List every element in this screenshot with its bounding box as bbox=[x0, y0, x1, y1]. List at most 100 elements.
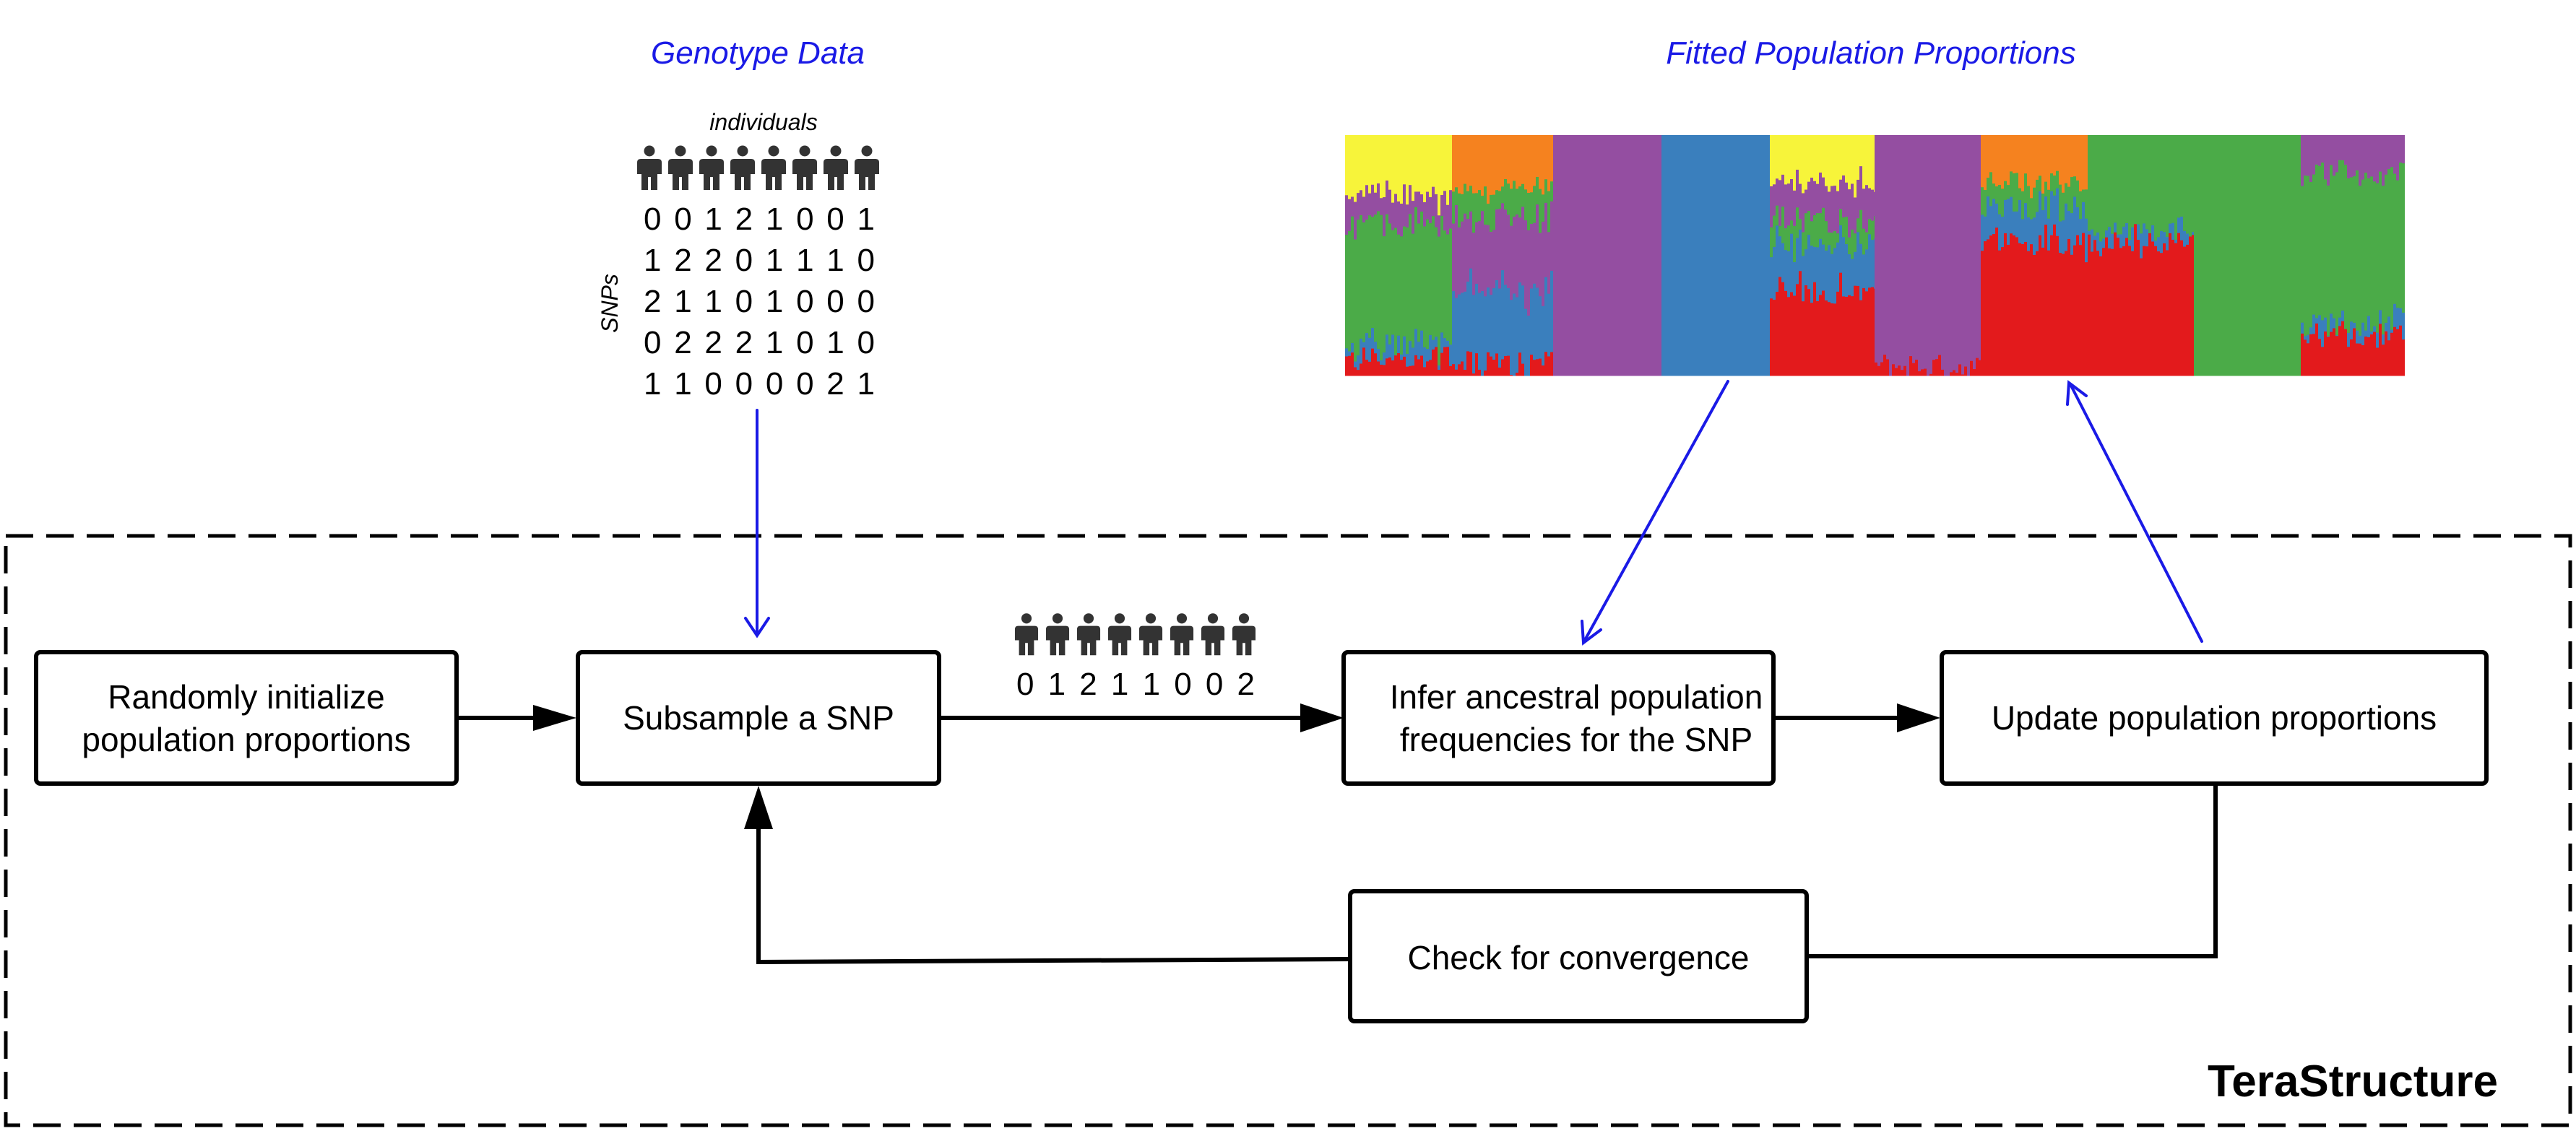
admixture-bar bbox=[1880, 362, 1883, 376]
admixture-bar bbox=[2385, 322, 2387, 332]
admixture-bar bbox=[1461, 194, 1464, 222]
admixture-bar bbox=[1487, 352, 1490, 376]
admixture-bar bbox=[2174, 135, 2177, 240]
admixture-bar bbox=[1754, 135, 1757, 376]
admixture-bar bbox=[1915, 359, 1918, 376]
admixture-bar bbox=[2033, 254, 2036, 376]
admixture-bar bbox=[2091, 135, 2093, 230]
person-icon bbox=[1076, 613, 1101, 656]
admixture-bar bbox=[1455, 298, 1458, 370]
admixture-bar bbox=[2183, 246, 2186, 376]
admixture-bar bbox=[2321, 346, 2324, 376]
admixture-bar bbox=[1819, 135, 1822, 173]
admixture-bar bbox=[2278, 135, 2281, 376]
admixture-bar bbox=[2367, 178, 2370, 316]
admixture-bar bbox=[1498, 135, 1501, 191]
admixture-bar bbox=[2379, 323, 2382, 376]
admixture-bar bbox=[1989, 235, 1992, 376]
admixture-bar bbox=[1377, 360, 1380, 376]
admixture-bar bbox=[1857, 217, 1859, 233]
admixture-bar bbox=[1351, 216, 1354, 343]
admixture-bar bbox=[2341, 160, 2344, 311]
admixture-bar bbox=[2370, 334, 2373, 376]
admixture-bar bbox=[1435, 227, 1438, 337]
admixture-bar bbox=[1903, 365, 1906, 376]
admixture-bar bbox=[2364, 330, 2367, 337]
admixture-bar bbox=[2304, 335, 2307, 340]
admixture-bar bbox=[1391, 230, 1394, 335]
snp-sample-values: 0 1 2 1 1 0 0 2 bbox=[1016, 667, 1255, 702]
admixture-bar bbox=[2119, 135, 2122, 235]
admixture-bar bbox=[1435, 194, 1438, 228]
admixture-bar bbox=[1348, 199, 1351, 231]
admixture-bar bbox=[1676, 135, 1679, 376]
admixture-bar bbox=[1518, 186, 1521, 218]
admixture-bar bbox=[2304, 339, 2307, 376]
admixture-bar bbox=[2079, 244, 2082, 376]
admixture-bar bbox=[1935, 135, 1938, 360]
admixture-bar bbox=[1810, 135, 1813, 178]
admixture-bar bbox=[1981, 214, 1984, 251]
admixture-bar bbox=[1731, 135, 1734, 376]
admixture-bar bbox=[2367, 135, 2370, 178]
admixture-bar bbox=[1414, 355, 1417, 376]
admixture-bar bbox=[1582, 135, 1585, 376]
admixture-bar bbox=[2036, 179, 2039, 212]
admixture-bar bbox=[1831, 232, 1833, 254]
admixture-bar bbox=[2114, 135, 2117, 223]
admixture-bar bbox=[1432, 186, 1435, 217]
admixture-bar bbox=[1857, 231, 1859, 286]
admixture-bar bbox=[2093, 235, 2096, 240]
admixture-bar bbox=[2091, 251, 2093, 376]
admixture-bar bbox=[2166, 236, 2169, 251]
admixture-bar bbox=[2318, 165, 2321, 316]
admixture-bar bbox=[1406, 227, 1409, 354]
admixture-bar bbox=[1501, 359, 1504, 376]
admixture-bar bbox=[2393, 135, 2396, 174]
admixture-bar bbox=[1836, 291, 1839, 376]
admixture-bar bbox=[1725, 135, 1728, 376]
admixture-bar bbox=[1901, 369, 1903, 376]
admixture-bar bbox=[1524, 220, 1527, 309]
admixture-bar bbox=[1614, 135, 1617, 376]
admixture-bar bbox=[1507, 355, 1510, 376]
blue-connectors bbox=[744, 380, 2203, 646]
admixture-bar bbox=[1414, 207, 1417, 329]
admixture-bar bbox=[1498, 190, 1501, 209]
admixture-bar bbox=[1365, 332, 1368, 360]
admixture-bar bbox=[1679, 135, 1682, 376]
person-icon bbox=[792, 145, 817, 190]
admixture-bar bbox=[2099, 240, 2102, 256]
admixture-bar bbox=[2370, 331, 2373, 335]
admixture-bar bbox=[1371, 135, 1374, 185]
snps-label: SNPs bbox=[597, 274, 623, 333]
arrowhead bbox=[1581, 620, 1602, 646]
admixture-bar bbox=[1368, 361, 1371, 376]
admixture-bar bbox=[2024, 135, 2027, 174]
admixture-bar bbox=[1776, 225, 1778, 292]
admixture-bar bbox=[1862, 287, 1865, 376]
admixture-bar bbox=[1995, 186, 1998, 204]
admixture-bar bbox=[2070, 176, 2073, 214]
admixture-bar bbox=[1816, 183, 1819, 214]
admixture-bar bbox=[2327, 336, 2330, 376]
admixture-bar bbox=[2315, 135, 2318, 165]
admixture-bar bbox=[1845, 216, 1848, 244]
admixture-bar bbox=[2327, 135, 2330, 186]
admixture-bar bbox=[1967, 135, 1970, 376]
admixture-bar bbox=[1722, 135, 1725, 376]
admixture-bar bbox=[1889, 135, 1892, 376]
admixture-bar bbox=[2194, 135, 2197, 376]
admixture-bar bbox=[1432, 135, 1435, 187]
admixture-bar bbox=[1490, 194, 1492, 232]
admixture-bar bbox=[2013, 211, 2015, 235]
admixture-bar bbox=[1776, 291, 1778, 376]
admixture-bar bbox=[1403, 183, 1406, 227]
admixture-bar bbox=[1822, 207, 1825, 245]
admixture-bar bbox=[1521, 135, 1524, 184]
admixture-bar bbox=[1544, 351, 1547, 376]
admixture-bar bbox=[2125, 135, 2128, 223]
admixture-bar bbox=[2396, 135, 2399, 181]
admixture-bar bbox=[1484, 135, 1487, 187]
admixture-bar bbox=[2330, 135, 2333, 165]
